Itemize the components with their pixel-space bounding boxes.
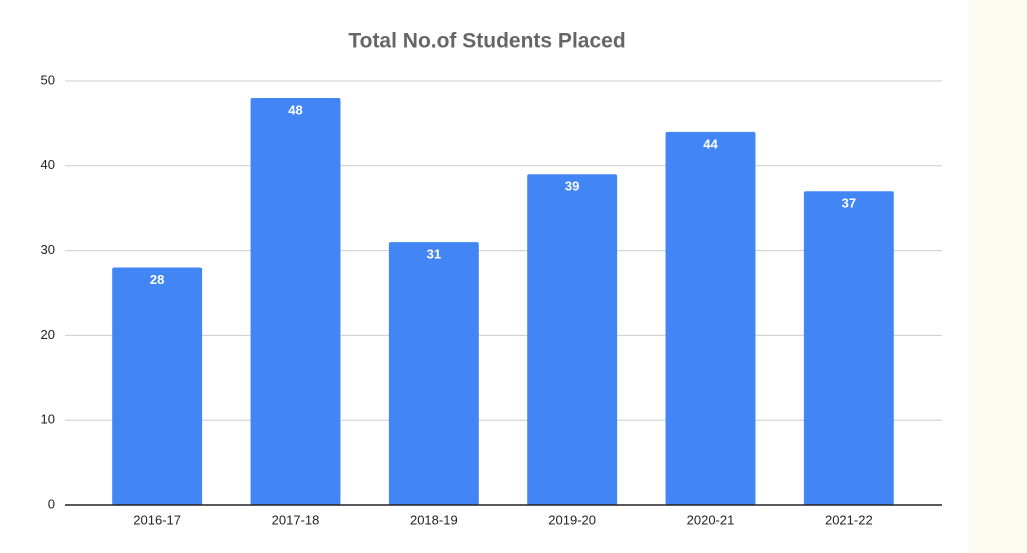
x-tick-label: 2016-17 [133, 512, 181, 527]
y-tick-label: 30 [41, 242, 55, 257]
data-label: 39 [565, 179, 579, 194]
bar [665, 131, 756, 505]
y-tick-label: 10 [41, 412, 55, 427]
bar [388, 242, 479, 505]
bar [112, 267, 203, 505]
y-tick-label: 20 [41, 327, 55, 342]
bar [803, 191, 894, 506]
x-tick-label: 2019-20 [548, 512, 596, 527]
data-label: 48 [288, 102, 302, 117]
x-tick-label: 2018-19 [410, 512, 458, 527]
y-tick-label: 50 [41, 72, 55, 87]
y-tick-label: 40 [41, 157, 55, 172]
x-tick-label: 2017-18 [272, 512, 320, 527]
data-label: 44 [703, 136, 718, 151]
data-label: 31 [427, 247, 441, 262]
x-tick-label: 2020-21 [687, 512, 735, 527]
data-label: 28 [150, 272, 164, 287]
bar [250, 97, 341, 506]
data-label: 37 [842, 196, 856, 211]
y-tick-label: 0 [48, 496, 55, 511]
chart-title: Total No.of Students Placed [348, 30, 625, 53]
x-tick-label: 2021-22 [825, 512, 873, 527]
bar [527, 174, 618, 505]
